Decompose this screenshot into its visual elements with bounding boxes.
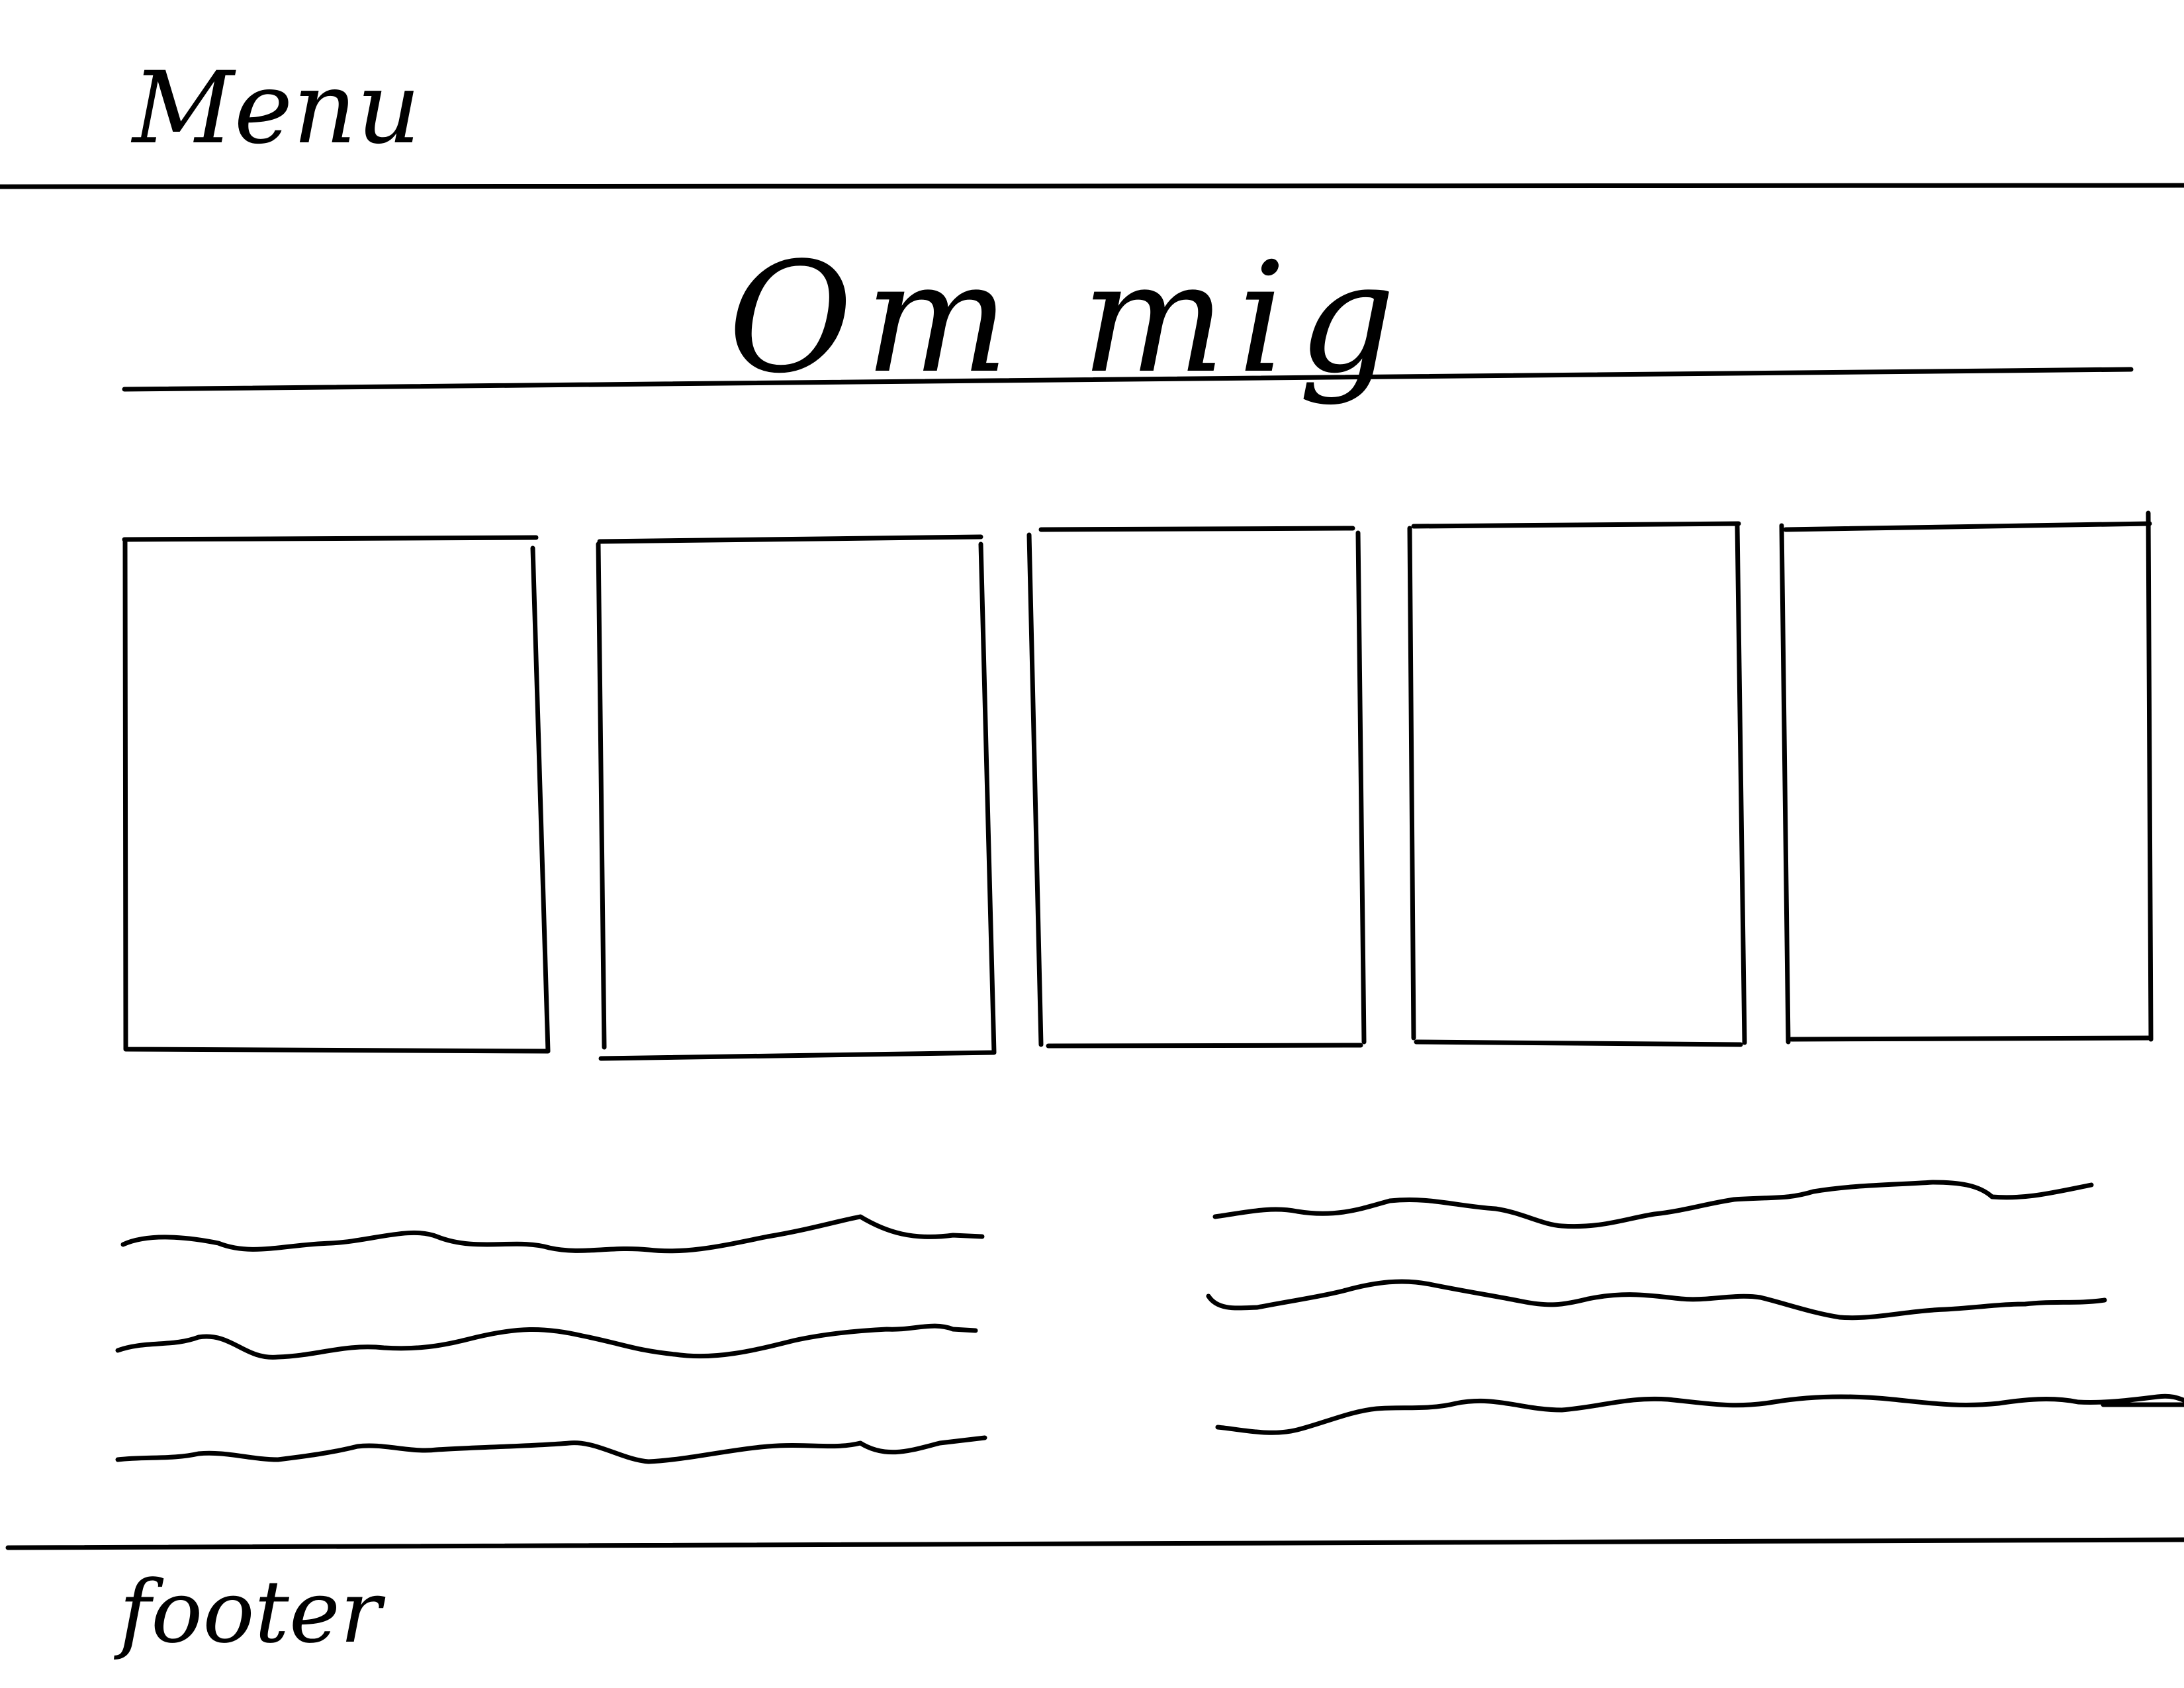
footer-divider [5, 1537, 2184, 1550]
card[interactable] [122, 535, 551, 1054]
text-line [115, 1435, 987, 1464]
header: Menu [0, 51, 2184, 189]
card[interactable] [1026, 526, 1367, 1049]
card-row [122, 510, 2154, 1061]
card[interactable] [1779, 510, 2154, 1045]
text-line [120, 1214, 985, 1254]
card[interactable] [596, 534, 997, 1061]
footer: footer [5, 1537, 2184, 1662]
title-section: Om mig [122, 230, 2134, 407]
menu-link[interactable]: Menu [130, 51, 421, 166]
header-divider [0, 183, 2184, 189]
card[interactable] [1407, 521, 1747, 1047]
text-line [1212, 1180, 2094, 1229]
text-column-left [115, 1214, 987, 1464]
text-column-right [1206, 1180, 2184, 1435]
footer-label: footer [114, 1562, 386, 1662]
text-line [1206, 1279, 2107, 1321]
text-line [1215, 1393, 2184, 1435]
title-underline [122, 367, 2134, 392]
text-line [115, 1323, 978, 1360]
